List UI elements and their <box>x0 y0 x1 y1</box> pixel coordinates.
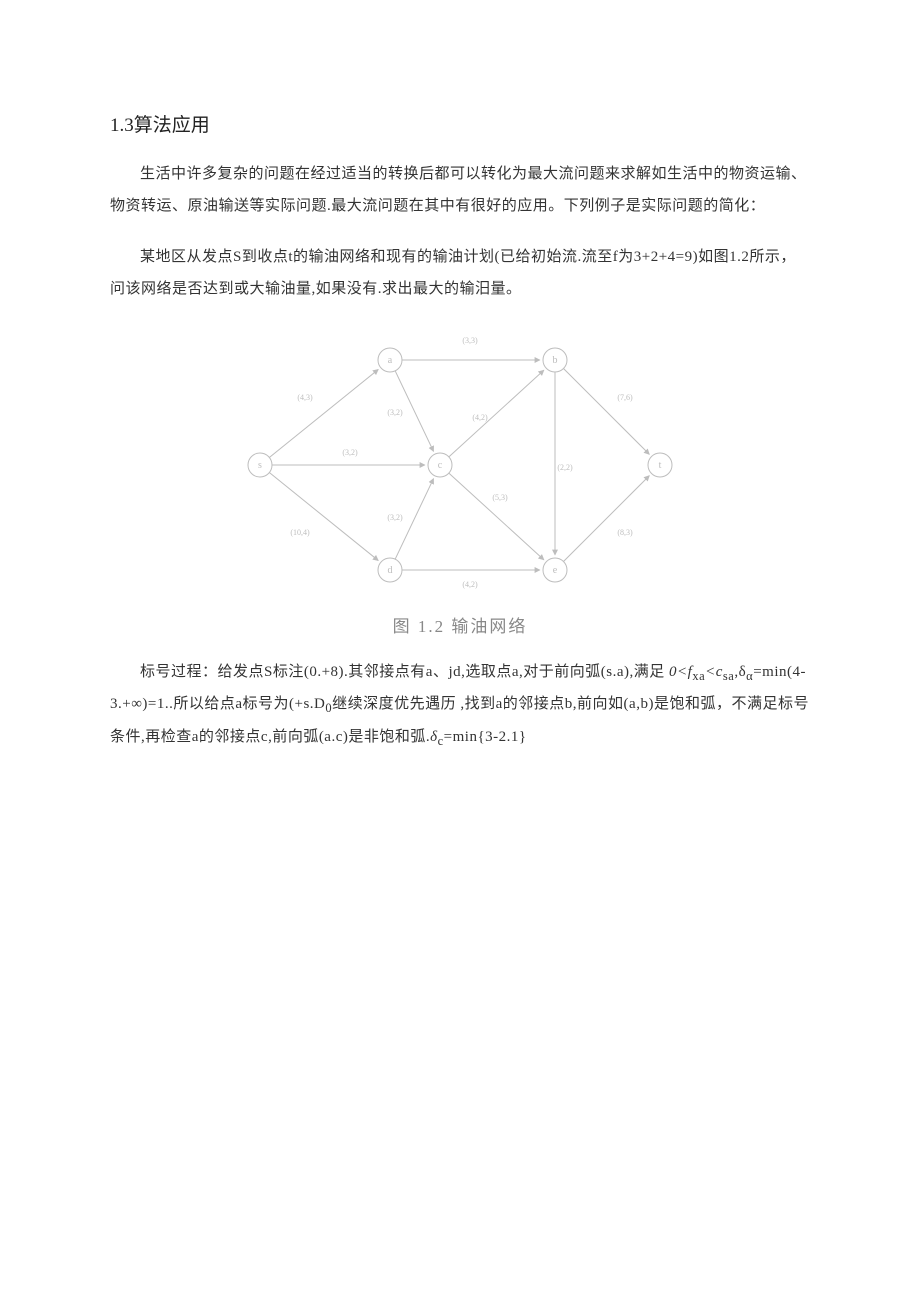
svg-text:(3,2): (3,2) <box>387 408 403 417</box>
svg-text:t: t <box>659 460 662 471</box>
section-heading: 1.3算法应用 <box>110 110 810 137</box>
svg-text:(3,3): (3,3) <box>462 336 478 345</box>
svg-text:a: a <box>388 355 393 366</box>
paragraph-2: 某地区从发点S到收点t的输油网络和现有的输油计划(已给初始流.流至f为3+2+4… <box>110 242 810 305</box>
svg-text:d: d <box>388 565 393 576</box>
network-diagram: (4,3) (3,2) (10,4) (3,3) (3,2) (4,2) (3,2) (5,3… <box>220 325 700 605</box>
paragraph-3: 标号过程：给发点S标注(0.+8).其邻接点有a、jd,选取点a,对于前向弧(s… <box>110 657 810 754</box>
svg-text:(3,2): (3,2) <box>387 513 403 522</box>
p3-text: 标号过程：给发点S标注(0.+8).其邻接点有a、jd,选取点a,对于前向弧(s… <box>140 664 665 680</box>
svg-text:(4,2): (4,2) <box>462 580 478 589</box>
svg-text:(4,3): (4,3) <box>297 393 313 402</box>
p3-math: 0<f <box>669 664 692 680</box>
svg-text:e: e <box>553 565 558 576</box>
p3-delta2: δ <box>430 729 437 745</box>
p3-sub2: sa <box>723 669 734 683</box>
svg-text:(7,6): (7,6) <box>617 393 633 402</box>
p3-lt: <c <box>705 664 723 680</box>
figure-caption: 图 1.2 输油网络 <box>220 612 700 637</box>
svg-text:(5,3): (5,3) <box>492 493 508 502</box>
svg-text:s: s <box>258 460 262 471</box>
p3-sub1: xa <box>692 669 705 683</box>
svg-text:c: c <box>438 460 443 471</box>
svg-text:(2,2): (2,2) <box>557 463 573 472</box>
figure-1-2: (4,3) (3,2) (10,4) (3,3) (3,2) (4,2) (3,2) (5,3… <box>110 325 810 637</box>
svg-text:b: b <box>553 355 558 366</box>
svg-text:(4,2): (4,2) <box>472 413 488 422</box>
p3-delta: ,δ <box>734 664 746 680</box>
p3-tail: =min{3-2.1} <box>444 729 527 745</box>
svg-text:(8,3): (8,3) <box>617 528 633 537</box>
svg-text:(3,2): (3,2) <box>342 448 358 457</box>
svg-text:(10,4): (10,4) <box>290 528 310 537</box>
paragraph-1: 生活中许多复杂的问题在经过适当的转换后都可以转化为最大流问题来求解如生活中的物资… <box>110 159 810 222</box>
